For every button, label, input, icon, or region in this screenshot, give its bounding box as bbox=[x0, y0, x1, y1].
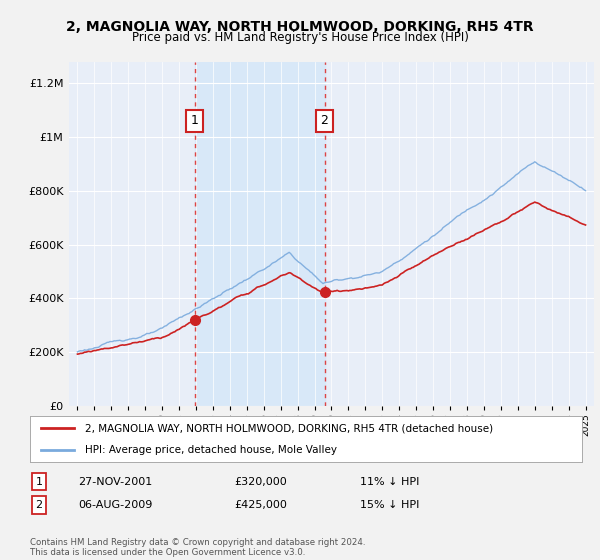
Text: 1: 1 bbox=[191, 114, 199, 127]
Text: 2: 2 bbox=[35, 500, 43, 510]
Text: Price paid vs. HM Land Registry's House Price Index (HPI): Price paid vs. HM Land Registry's House … bbox=[131, 31, 469, 44]
Text: 11% ↓ HPI: 11% ↓ HPI bbox=[360, 477, 419, 487]
Text: 15% ↓ HPI: 15% ↓ HPI bbox=[360, 500, 419, 510]
Text: 27-NOV-2001: 27-NOV-2001 bbox=[78, 477, 152, 487]
Text: £425,000: £425,000 bbox=[234, 500, 287, 510]
Text: Contains HM Land Registry data © Crown copyright and database right 2024.
This d: Contains HM Land Registry data © Crown c… bbox=[30, 538, 365, 557]
Text: 1: 1 bbox=[35, 477, 43, 487]
Text: £320,000: £320,000 bbox=[234, 477, 287, 487]
Bar bbox=[194, 62, 325, 406]
Text: 2, MAGNOLIA WAY, NORTH HOLMWOOD, DORKING, RH5 4TR: 2, MAGNOLIA WAY, NORTH HOLMWOOD, DORKING… bbox=[66, 20, 534, 34]
Text: HPI: Average price, detached house, Mole Valley: HPI: Average price, detached house, Mole… bbox=[85, 445, 337, 455]
Text: 2: 2 bbox=[320, 114, 328, 127]
Text: 06-AUG-2009: 06-AUG-2009 bbox=[78, 500, 152, 510]
Text: 2, MAGNOLIA WAY, NORTH HOLMWOOD, DORKING, RH5 4TR (detached house): 2, MAGNOLIA WAY, NORTH HOLMWOOD, DORKING… bbox=[85, 423, 493, 433]
